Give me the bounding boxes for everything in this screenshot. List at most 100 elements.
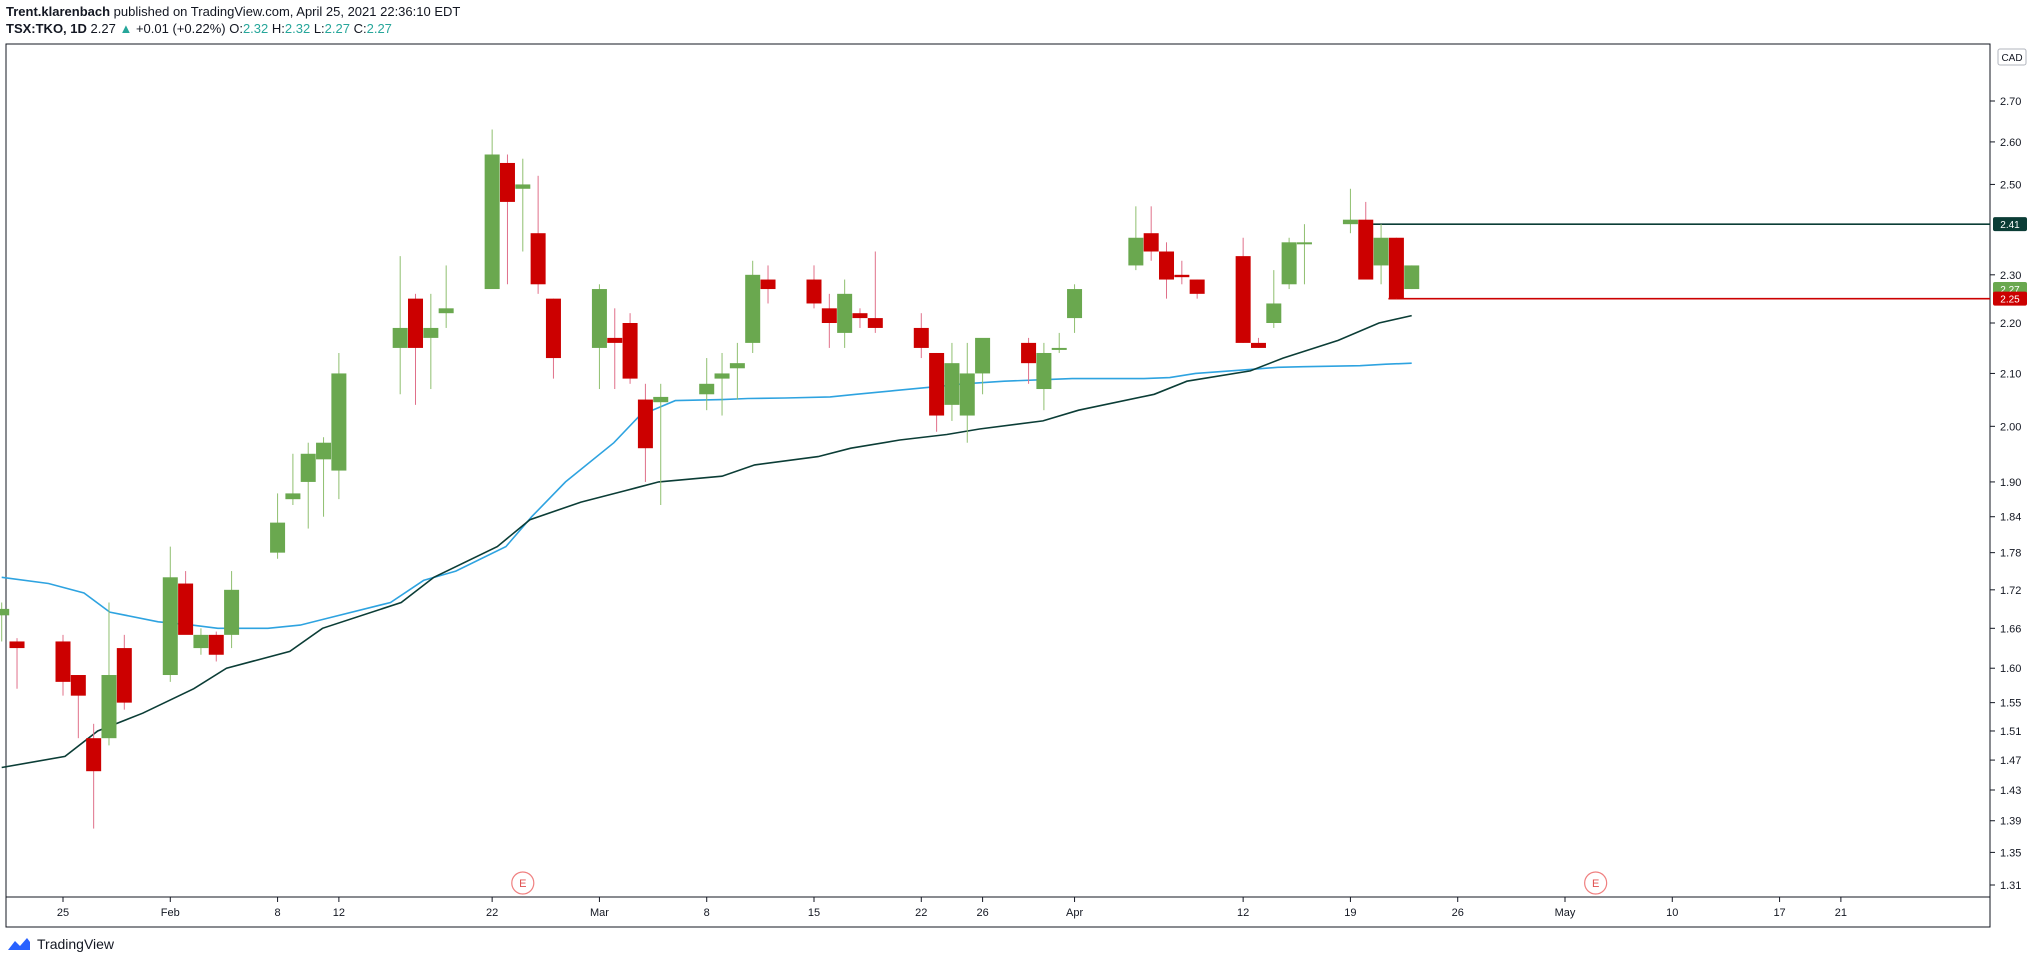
support-price-label-bg <box>1993 291 2027 306</box>
low-value: 2.27 <box>324 21 350 36</box>
candle-body <box>1189 279 1205 294</box>
low-label: L: <box>313 21 325 36</box>
candle-body <box>1128 237 1144 266</box>
time-tick-label: 10 <box>1666 907 1678 919</box>
candle-body <box>193 634 209 649</box>
candle-body <box>591 289 607 348</box>
price-change: +0.01 (+0.22%) <box>135 21 226 36</box>
candle-body <box>1404 265 1420 290</box>
close-label: C: <box>353 21 367 36</box>
last-price: 2.27 <box>90 21 116 36</box>
candle-body <box>622 323 638 379</box>
candle-body <box>9 641 25 649</box>
candle-body <box>86 738 102 772</box>
candle-body <box>270 522 286 553</box>
candle-body <box>1250 342 1266 348</box>
plot-frame <box>5 43 1991 928</box>
candle-body <box>1143 233 1159 252</box>
candle-body <box>1036 352 1052 390</box>
resistance-price-label: 2.41 <box>2000 220 2020 231</box>
price-tick-label: 1.66 <box>2000 623 2021 635</box>
time-tick-label: May <box>1555 907 1576 919</box>
candle-body <box>729 363 745 369</box>
candle-body <box>1342 219 1358 225</box>
time-tick-label: Apr <box>1066 907 1083 919</box>
currency-badge: CAD <box>1997 48 2027 66</box>
candle-body <box>653 396 669 403</box>
candle-body <box>392 327 408 348</box>
currency-label: CAD <box>2001 53 2022 64</box>
price-tick-label: 1.35 <box>2000 847 2021 859</box>
price-tick-label: 1.31 <box>2000 880 2021 892</box>
earnings-marker-label: E <box>1592 878 1599 890</box>
time-tick-label: 17 <box>1773 907 1785 919</box>
candle-body <box>55 641 71 682</box>
time-tick-label: Feb <box>161 907 180 919</box>
candle-body <box>208 634 224 655</box>
candle-body <box>331 373 347 471</box>
price-tick-label: 1.60 <box>2000 663 2021 675</box>
price-tick-label: 1.84 <box>2000 512 2021 524</box>
resistance-price-label-bg <box>1993 217 2027 232</box>
candle-body <box>714 373 730 379</box>
candle-body <box>1159 251 1175 280</box>
candle-body <box>545 298 561 359</box>
brand-label: TradingView <box>37 936 115 952</box>
earnings-marker-label: E <box>519 878 526 890</box>
candle-body <box>1174 274 1190 278</box>
candle-body <box>1296 242 1312 245</box>
open-value: 2.32 <box>242 21 269 36</box>
candle-body <box>438 308 454 314</box>
candle-body <box>1051 347 1067 350</box>
candle-body <box>116 648 132 703</box>
candle-body <box>101 675 117 739</box>
time-tick-label: 12 <box>333 907 345 919</box>
candle-body <box>944 363 960 405</box>
candle-body <box>852 313 868 319</box>
high-value: 2.32 <box>284 21 311 36</box>
price-tick-label: 2.60 <box>2000 137 2021 149</box>
earnings-marker-icon <box>511 871 535 895</box>
candle-body <box>499 162 515 202</box>
published-text: published on TradingView.com, April 25, … <box>113 4 461 19</box>
time-tick-label: 21 <box>1835 907 1847 919</box>
publish-info: Trent.klarenbach published on TradingVie… <box>6 4 460 19</box>
candle-body <box>929 352 945 416</box>
candle-body <box>806 279 822 304</box>
price-tick-label: 1.90 <box>2000 477 2021 489</box>
symbol-label: TSX:TKO, 1D <box>6 21 87 36</box>
price-tick-label: 1.78 <box>2000 548 2021 560</box>
candle-body <box>821 308 837 324</box>
candle-body <box>837 293 853 333</box>
tradingview-brand[interactable]: TradingView <box>6 936 114 952</box>
time-tick-label: 22 <box>915 907 927 919</box>
slow-moving-average-line <box>1 314 1412 769</box>
close-value: 2.27 <box>366 21 392 36</box>
candle-body <box>162 577 178 676</box>
candle-body <box>699 383 715 395</box>
candle-body <box>1067 289 1083 319</box>
time-tick-label: 8 <box>275 907 281 919</box>
candle-body <box>1373 237 1389 266</box>
time-tick-label: 22 <box>486 907 498 919</box>
author-name: Trent.klarenbach <box>6 4 111 19</box>
time-tick-label: 25 <box>57 907 69 919</box>
candle-body <box>913 327 929 348</box>
candle-body <box>285 493 301 500</box>
price-tick-label: 2.00 <box>2000 421 2021 433</box>
candle-body <box>1266 303 1282 324</box>
price-tick-label: 1.47 <box>2000 755 2021 767</box>
price-tick-label: 1.72 <box>2000 585 2021 597</box>
candle-body <box>1021 342 1037 364</box>
candle-body <box>867 318 883 328</box>
price-tick-label: 1.51 <box>2000 726 2021 738</box>
price-tick-label: 2.50 <box>2000 179 2021 191</box>
candle-body <box>1235 256 1251 343</box>
candle-body <box>1388 237 1404 299</box>
price-tick-label: 1.43 <box>2000 785 2021 797</box>
candle-body <box>1358 219 1374 280</box>
last-price-label: 2.27 <box>2000 285 2020 296</box>
candle-body <box>178 583 194 635</box>
candle-body <box>0 608 10 616</box>
